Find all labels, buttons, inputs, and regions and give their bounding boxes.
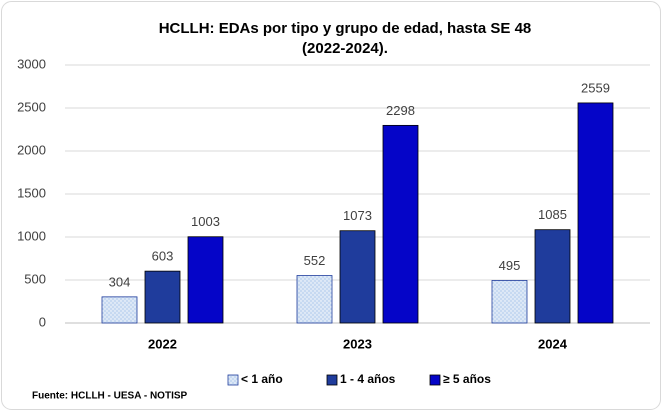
chart-title: HCLLH: EDAs por tipo y grupo de edad, ha…: [159, 20, 532, 37]
source-note: Fuente: HCLLH - UESA - NOTISP: [32, 391, 188, 402]
x-tick-label: 2023: [343, 336, 372, 351]
chart-title: (2022-2024).: [302, 40, 388, 57]
legend-swatch: [326, 374, 338, 386]
bar: [382, 124, 419, 324]
data-label: 552: [304, 253, 326, 268]
legend-swatch: [429, 374, 441, 386]
data-label: 2559: [581, 80, 610, 95]
x-tick-label: 2024: [538, 336, 568, 351]
bar: [144, 270, 181, 324]
legend-label: ≥ 5 años: [443, 372, 491, 386]
bar: [339, 230, 376, 324]
y-tick-label: 1000: [17, 228, 46, 243]
bar: [577, 102, 614, 324]
y-tick-label: 500: [24, 271, 46, 286]
bar: [101, 296, 138, 324]
x-tick-label: 2022: [148, 336, 177, 351]
data-label: 304: [109, 274, 131, 289]
bar: [491, 280, 528, 324]
y-tick-label: 3000: [17, 56, 46, 71]
bar: [534, 229, 571, 324]
bar: [187, 236, 224, 324]
legend-swatch: [227, 374, 239, 386]
data-label: 1085: [538, 207, 567, 222]
data-label: 2298: [386, 103, 415, 118]
y-tick-label: 2500: [17, 99, 46, 114]
data-label: 1003: [191, 214, 220, 229]
data-label: 1073: [343, 208, 372, 223]
y-tick-label: 2000: [17, 142, 46, 157]
data-label: 495: [499, 258, 521, 273]
legend-label: < 1 año: [241, 372, 283, 386]
data-label: 603: [152, 249, 174, 264]
y-tick-label: 0: [39, 314, 46, 329]
bar: [296, 275, 333, 324]
y-tick-label: 1500: [17, 185, 46, 200]
legend-label: 1 - 4 años: [340, 372, 396, 386]
